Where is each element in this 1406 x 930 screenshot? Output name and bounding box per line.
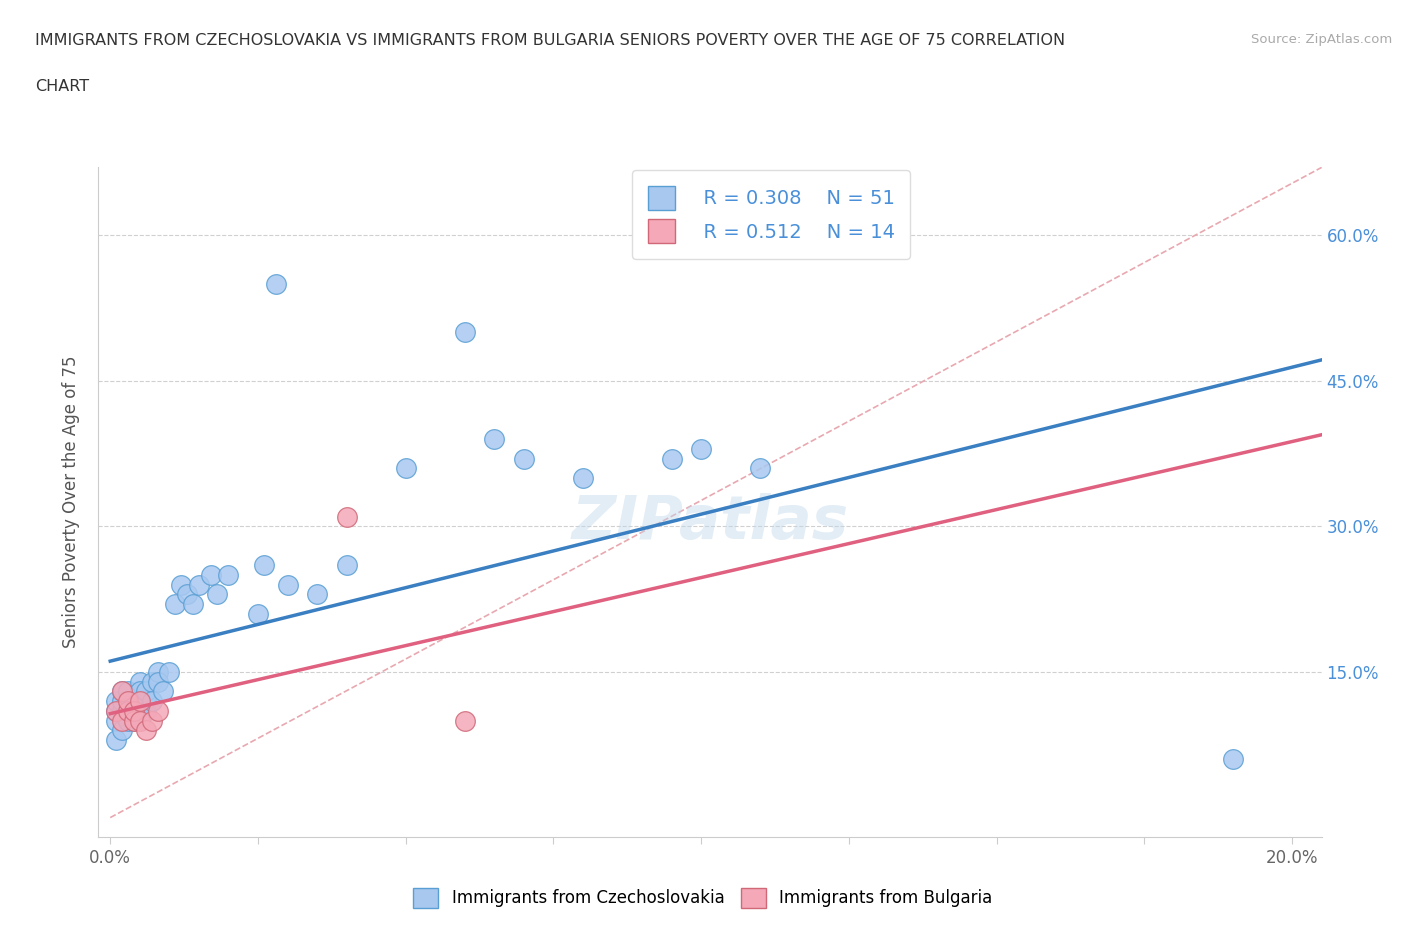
Point xyxy=(690,442,713,457)
Point xyxy=(336,558,359,573)
Point xyxy=(217,567,239,582)
Point xyxy=(122,713,145,728)
Point xyxy=(135,684,157,698)
Text: CHART: CHART xyxy=(35,79,89,94)
Point xyxy=(105,733,128,748)
Point xyxy=(141,694,163,709)
Point xyxy=(170,578,193,592)
Point xyxy=(205,587,228,602)
Point xyxy=(117,684,139,698)
Point xyxy=(253,558,276,573)
Point xyxy=(135,703,157,718)
Point xyxy=(111,713,134,728)
Point xyxy=(117,703,139,718)
Point xyxy=(146,665,169,680)
Point xyxy=(111,703,134,718)
Point xyxy=(105,703,128,718)
Y-axis label: Seniors Poverty Over the Age of 75: Seniors Poverty Over the Age of 75 xyxy=(62,356,80,648)
Point xyxy=(117,703,139,718)
Point xyxy=(1222,752,1244,767)
Point xyxy=(128,713,150,728)
Point xyxy=(128,694,150,709)
Point xyxy=(157,665,180,680)
Point xyxy=(135,723,157,737)
Point xyxy=(246,606,269,621)
Point xyxy=(141,674,163,689)
Point xyxy=(146,703,169,718)
Text: Source: ZipAtlas.com: Source: ZipAtlas.com xyxy=(1251,33,1392,46)
Point xyxy=(111,694,134,709)
Point xyxy=(513,451,536,466)
Point xyxy=(141,713,163,728)
Text: ZIPatlas: ZIPatlas xyxy=(571,493,849,551)
Point xyxy=(454,713,477,728)
Point xyxy=(117,713,139,728)
Point xyxy=(336,510,359,525)
Point xyxy=(181,597,204,612)
Point xyxy=(128,703,150,718)
Legend:   R = 0.308    N = 51,   R = 0.512    N = 14: R = 0.308 N = 51, R = 0.512 N = 14 xyxy=(633,170,910,259)
Point xyxy=(122,703,145,718)
Point xyxy=(111,723,134,737)
Point xyxy=(176,587,198,602)
Text: IMMIGRANTS FROM CZECHOSLOVAKIA VS IMMIGRANTS FROM BULGARIA SENIORS POVERTY OVER : IMMIGRANTS FROM CZECHOSLOVAKIA VS IMMIGR… xyxy=(35,33,1066,47)
Point xyxy=(572,471,595,485)
Point xyxy=(264,276,287,291)
Point xyxy=(128,694,150,709)
Point xyxy=(105,694,128,709)
Legend: Immigrants from Czechoslovakia, Immigrants from Bulgaria: Immigrants from Czechoslovakia, Immigran… xyxy=(406,882,1000,914)
Point xyxy=(128,684,150,698)
Point xyxy=(105,713,128,728)
Point xyxy=(122,694,145,709)
Point xyxy=(307,587,329,602)
Point xyxy=(146,674,169,689)
Point xyxy=(395,460,418,475)
Point xyxy=(454,325,477,339)
Point xyxy=(122,713,145,728)
Point xyxy=(117,694,139,709)
Point xyxy=(105,703,128,718)
Point xyxy=(187,578,209,592)
Point xyxy=(276,578,298,592)
Point xyxy=(135,694,157,709)
Point xyxy=(661,451,683,466)
Point xyxy=(111,684,134,698)
Point xyxy=(200,567,222,582)
Point xyxy=(165,597,187,612)
Point xyxy=(111,684,134,698)
Point xyxy=(152,684,174,698)
Point xyxy=(117,694,139,709)
Point xyxy=(749,460,772,475)
Point xyxy=(484,432,506,446)
Point xyxy=(128,674,150,689)
Point xyxy=(122,703,145,718)
